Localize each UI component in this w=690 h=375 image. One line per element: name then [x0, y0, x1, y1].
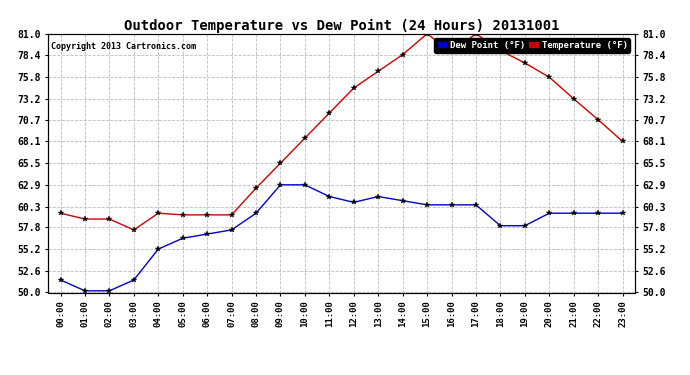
- Title: Outdoor Temperature vs Dew Point (24 Hours) 20131001: Outdoor Temperature vs Dew Point (24 Hou…: [124, 18, 560, 33]
- Legend: Dew Point (°F), Temperature (°F): Dew Point (°F), Temperature (°F): [434, 38, 630, 53]
- Text: Copyright 2013 Cartronics.com: Copyright 2013 Cartronics.com: [51, 42, 196, 51]
